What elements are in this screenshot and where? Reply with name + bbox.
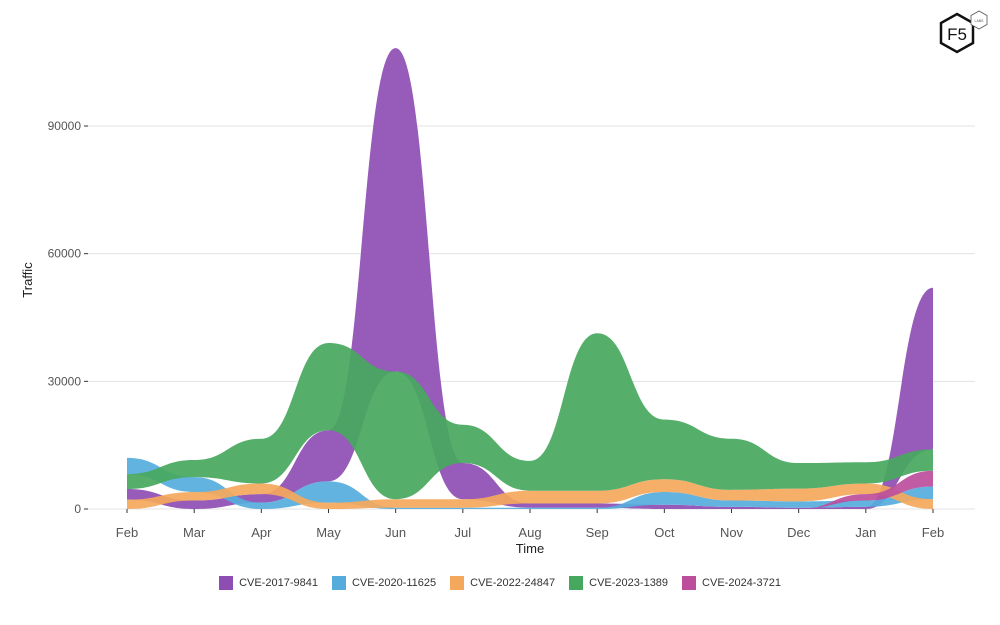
x-tick-label: Jun	[385, 525, 406, 540]
y-tick-label: 90000	[48, 119, 82, 133]
x-tick-label: May	[316, 525, 341, 540]
legend-label: CVE-2020-11625	[351, 577, 437, 589]
legend-swatch	[331, 576, 346, 590]
series-bands	[127, 48, 933, 510]
x-tick-label: Aug	[518, 525, 541, 540]
x-tick-label: Feb	[922, 525, 944, 540]
legend-item: CVE-2022-24847	[450, 576, 555, 590]
series-band-cve-2020-11625	[127, 457, 933, 509]
x-tick-label: Oct	[654, 525, 675, 540]
series-band-cve-2017-9841	[127, 48, 933, 510]
legend-item: CVE-2020-11625	[331, 576, 437, 590]
series-band-cve-2023-1389	[127, 333, 933, 500]
y-tick-label: 60000	[48, 247, 82, 261]
legend-label: CVE-2023-1389	[589, 577, 669, 589]
y-axis-label: Traffic	[20, 262, 35, 298]
grid	[88, 125, 975, 510]
legend-item: CVE-2024-3721	[682, 576, 781, 590]
x-tick-label: Jan	[855, 525, 876, 540]
series-band-cve-2022-24847	[127, 479, 933, 509]
x-axis-label: Time	[516, 541, 544, 556]
x-tick-label: Mar	[183, 525, 206, 540]
legend-swatch	[569, 576, 584, 590]
y-tick-label: 0	[74, 502, 81, 516]
chart: 0 30000 60000 90000 Feb Mar Apr May Jun Jul Aug Se…	[20, 48, 975, 556]
legend-item: CVE-2023-1389	[569, 576, 668, 590]
svg-text:F5: F5	[947, 25, 967, 44]
x-tick-label: Dec	[787, 525, 811, 540]
legend-swatch	[219, 576, 234, 590]
x-tick-label: Nov	[720, 525, 744, 540]
x-axis: Feb Mar Apr May Jun Jul Aug Sep Oct Nov Dec Jan Feb	[116, 509, 944, 540]
legend-swatch	[682, 576, 697, 590]
legend-item: CVE-2017-9841	[219, 576, 318, 590]
y-axis: 0 30000 60000 90000	[48, 119, 88, 516]
legend-swatch	[450, 576, 465, 590]
x-tick-label: Feb	[116, 525, 138, 540]
x-tick-label: Sep	[586, 525, 609, 540]
legend-label: CVE-2017-9841	[239, 577, 318, 589]
y-tick-label: 30000	[48, 374, 82, 388]
x-tick-label: Jul	[455, 525, 472, 540]
legend: CVE-2017-9841 CVE-2020-11625 CVE-2022-2484…	[0, 576, 1000, 590]
svg-text:LABS: LABS	[975, 19, 985, 23]
f5-labs-logo: F5 LABS	[935, 8, 995, 63]
legend-label: CVE-2024-3721	[702, 577, 781, 589]
legend-label: CVE-2022-24847	[470, 577, 556, 589]
x-tick-label: Apr	[251, 525, 272, 540]
